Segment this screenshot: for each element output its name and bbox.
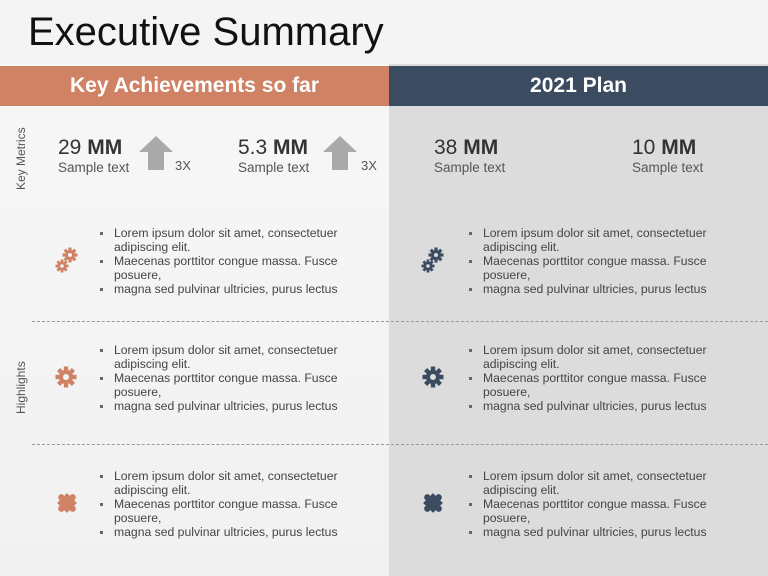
gears-icon xyxy=(55,247,78,273)
list-item: Maecenas porttitor congue massa. Fusce p… xyxy=(469,254,745,282)
list-item: magna sed pulvinar ultricies, purus lect… xyxy=(469,399,745,413)
metric-unit: MM xyxy=(87,136,123,159)
metric-2: 5.3 MM Sample text xyxy=(238,136,309,175)
puzzle-icon xyxy=(423,493,443,513)
up-arrow-icon xyxy=(139,136,173,170)
metric-value: 5.3 xyxy=(238,136,268,159)
gear-icon xyxy=(55,366,77,388)
metric-value: 29 xyxy=(58,136,82,159)
metric-value: 10 xyxy=(632,136,656,159)
metric-subtext: Sample text xyxy=(58,160,130,175)
list-item: Maecenas porttitor congue massa. Fusce p… xyxy=(469,497,745,525)
list-item: Lorem ipsum dolor sit amet, consectetuer… xyxy=(469,469,745,497)
header-plan: 2021 Plan xyxy=(389,66,768,106)
page-title: Executive Summary xyxy=(28,10,384,54)
row-divider xyxy=(32,321,768,322)
list-item: magna sed pulvinar ultricies, purus lect… xyxy=(100,282,376,296)
side-label-highlights: Highlights xyxy=(14,361,28,414)
bullet-list: Lorem ipsum dolor sit amet, consectetuer… xyxy=(469,343,745,413)
up-arrow-icon xyxy=(323,136,357,170)
bullet-list: Lorem ipsum dolor sit amet, consectetuer… xyxy=(100,469,376,539)
metric-unit: MM xyxy=(463,136,499,159)
metric-value: 38 xyxy=(434,136,458,159)
bullet-list: Lorem ipsum dolor sit amet, consectetuer… xyxy=(100,226,376,296)
list-item: Lorem ipsum dolor sit amet, consectetuer… xyxy=(469,226,745,254)
metric-1: 29 MM Sample text xyxy=(58,136,129,175)
metric-subtext: Sample text xyxy=(632,160,704,175)
metric-unit: MM xyxy=(273,136,309,159)
header-achievements: Key Achievements so far xyxy=(0,66,389,106)
row-divider xyxy=(32,444,768,445)
puzzle-icon xyxy=(57,493,77,513)
metric-unit: MM xyxy=(661,136,697,159)
bullet-list: Lorem ipsum dolor sit amet, consectetuer… xyxy=(469,469,745,539)
bullet-list: Lorem ipsum dolor sit amet, consectetuer… xyxy=(469,226,745,296)
gears-icon xyxy=(421,247,444,273)
list-item: Maecenas porttitor congue massa. Fusce p… xyxy=(100,497,376,525)
metric-factor: 3X xyxy=(175,158,191,173)
list-item: Lorem ipsum dolor sit amet, consectetuer… xyxy=(100,469,376,497)
list-item: magna sed pulvinar ultricies, purus lect… xyxy=(469,282,745,296)
metric-4: 10 MM Sample text xyxy=(632,136,703,175)
right-panel xyxy=(389,64,768,576)
list-item: Lorem ipsum dolor sit amet, consectetuer… xyxy=(469,343,745,371)
metric-subtext: Sample text xyxy=(238,160,310,175)
metric-factor: 3X xyxy=(361,158,377,173)
list-item: magna sed pulvinar ultricies, purus lect… xyxy=(100,525,376,539)
list-item: Maecenas porttitor congue massa. Fusce p… xyxy=(469,371,745,399)
side-label-key-metrics: Key Metrics xyxy=(14,127,28,190)
list-item: Lorem ipsum dolor sit amet, consectetuer… xyxy=(100,226,376,254)
list-item: magna sed pulvinar ultricies, purus lect… xyxy=(469,525,745,539)
list-item: Maecenas porttitor congue massa. Fusce p… xyxy=(100,371,376,399)
metric-3: 38 MM Sample text xyxy=(434,136,505,175)
list-item: Maecenas porttitor congue massa. Fusce p… xyxy=(100,254,376,282)
list-item: Lorem ipsum dolor sit amet, consectetuer… xyxy=(100,343,376,371)
bullet-list: Lorem ipsum dolor sit amet, consectetuer… xyxy=(100,343,376,413)
gear-icon xyxy=(422,366,444,388)
metric-subtext: Sample text xyxy=(434,160,506,175)
list-item: magna sed pulvinar ultricies, purus lect… xyxy=(100,399,376,413)
